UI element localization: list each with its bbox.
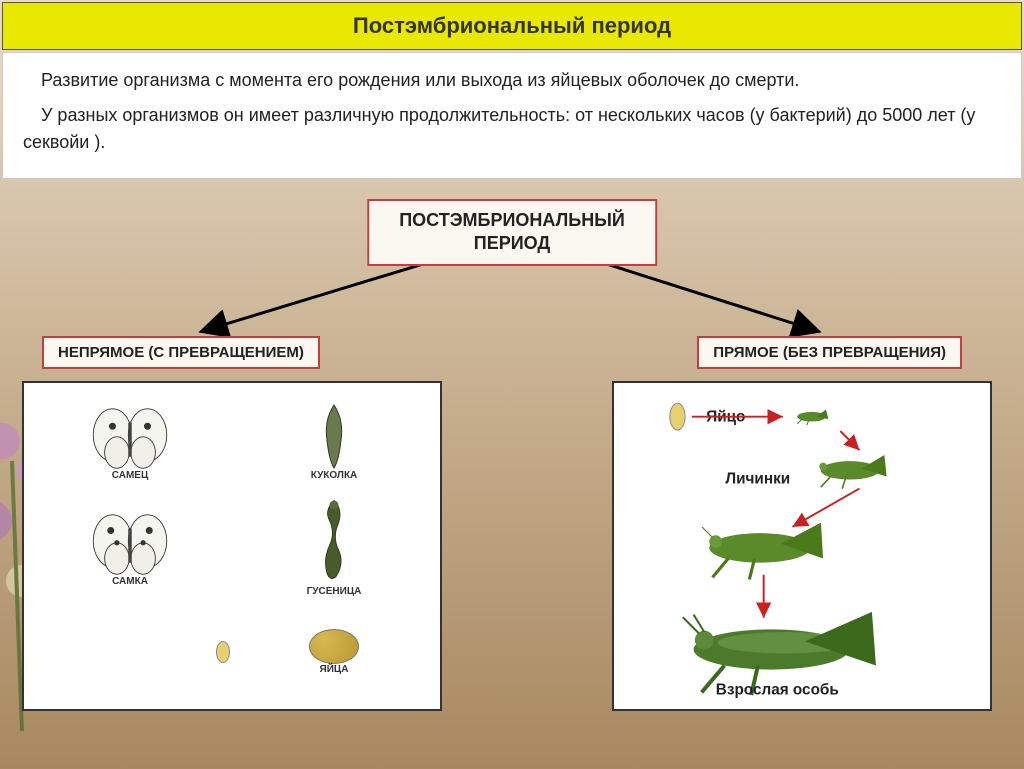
diagram-area: ПОСТЭМБРИОНАЛЬНЫЙ ПЕРИОД НЕПРЯМОЕ (С ПРЕ… bbox=[2, 181, 1022, 741]
egg-cluster-icon bbox=[309, 629, 359, 664]
center-line1: ПОСТЭМБРИОНАЛЬНЫЙ bbox=[399, 209, 625, 232]
direct-dev-image: Яйцо Личинки bbox=[612, 381, 992, 711]
caterpillar-icon bbox=[314, 496, 354, 586]
page-title: Постэмбриональный период bbox=[2, 2, 1022, 50]
caterpillar-cell: ГУСЕНИЦА bbox=[234, 495, 434, 597]
pupa-icon bbox=[319, 400, 349, 470]
egg-icon bbox=[216, 641, 230, 663]
intro-text: Развитие организма с момента его рождени… bbox=[2, 52, 1022, 179]
intro-p1: Развитие организма с момента его рождени… bbox=[23, 67, 1001, 94]
right-branch-node: ПРЯМОЕ (БЕЗ ПРЕВРАЩЕНИЯ) bbox=[697, 336, 962, 369]
butterfly-icon bbox=[85, 400, 175, 470]
butterfly-male: САМЕЦ bbox=[30, 389, 230, 491]
pupa-cell: КУКОЛКА bbox=[234, 389, 434, 491]
adult-label: Взрослая особь bbox=[716, 681, 839, 698]
caterpillar-label: ГУСЕНИЦА bbox=[307, 586, 362, 597]
metamorphosis-image: САМЕЦ КУКОЛКА САМКА bbox=[22, 381, 442, 711]
eggs-label: ЯЙЦА bbox=[320, 664, 349, 675]
center-node: ПОСТЭМБРИОНАЛЬНЫЙ ПЕРИОД bbox=[367, 199, 657, 266]
female-label: САМКА bbox=[112, 576, 148, 587]
single-egg-cell bbox=[30, 601, 230, 703]
intro-p2: У разных организмов он имеет различную п… bbox=[23, 102, 1001, 156]
left-branch-node: НЕПРЯМОЕ (С ПРЕВРАЩЕНИЕМ) bbox=[42, 336, 320, 369]
butterfly-female: САМКА bbox=[30, 495, 230, 597]
grasshopper-stages: Яйцо Личинки bbox=[620, 389, 984, 703]
pupa-label: КУКОЛКА bbox=[311, 470, 358, 481]
eggs-cell: ЯЙЦА bbox=[234, 601, 434, 703]
center-line2: ПЕРИОД bbox=[399, 232, 625, 255]
male-label: САМЕЦ bbox=[112, 470, 149, 481]
larvae-label: Личинки bbox=[725, 471, 790, 488]
butterfly-icon bbox=[85, 506, 175, 576]
